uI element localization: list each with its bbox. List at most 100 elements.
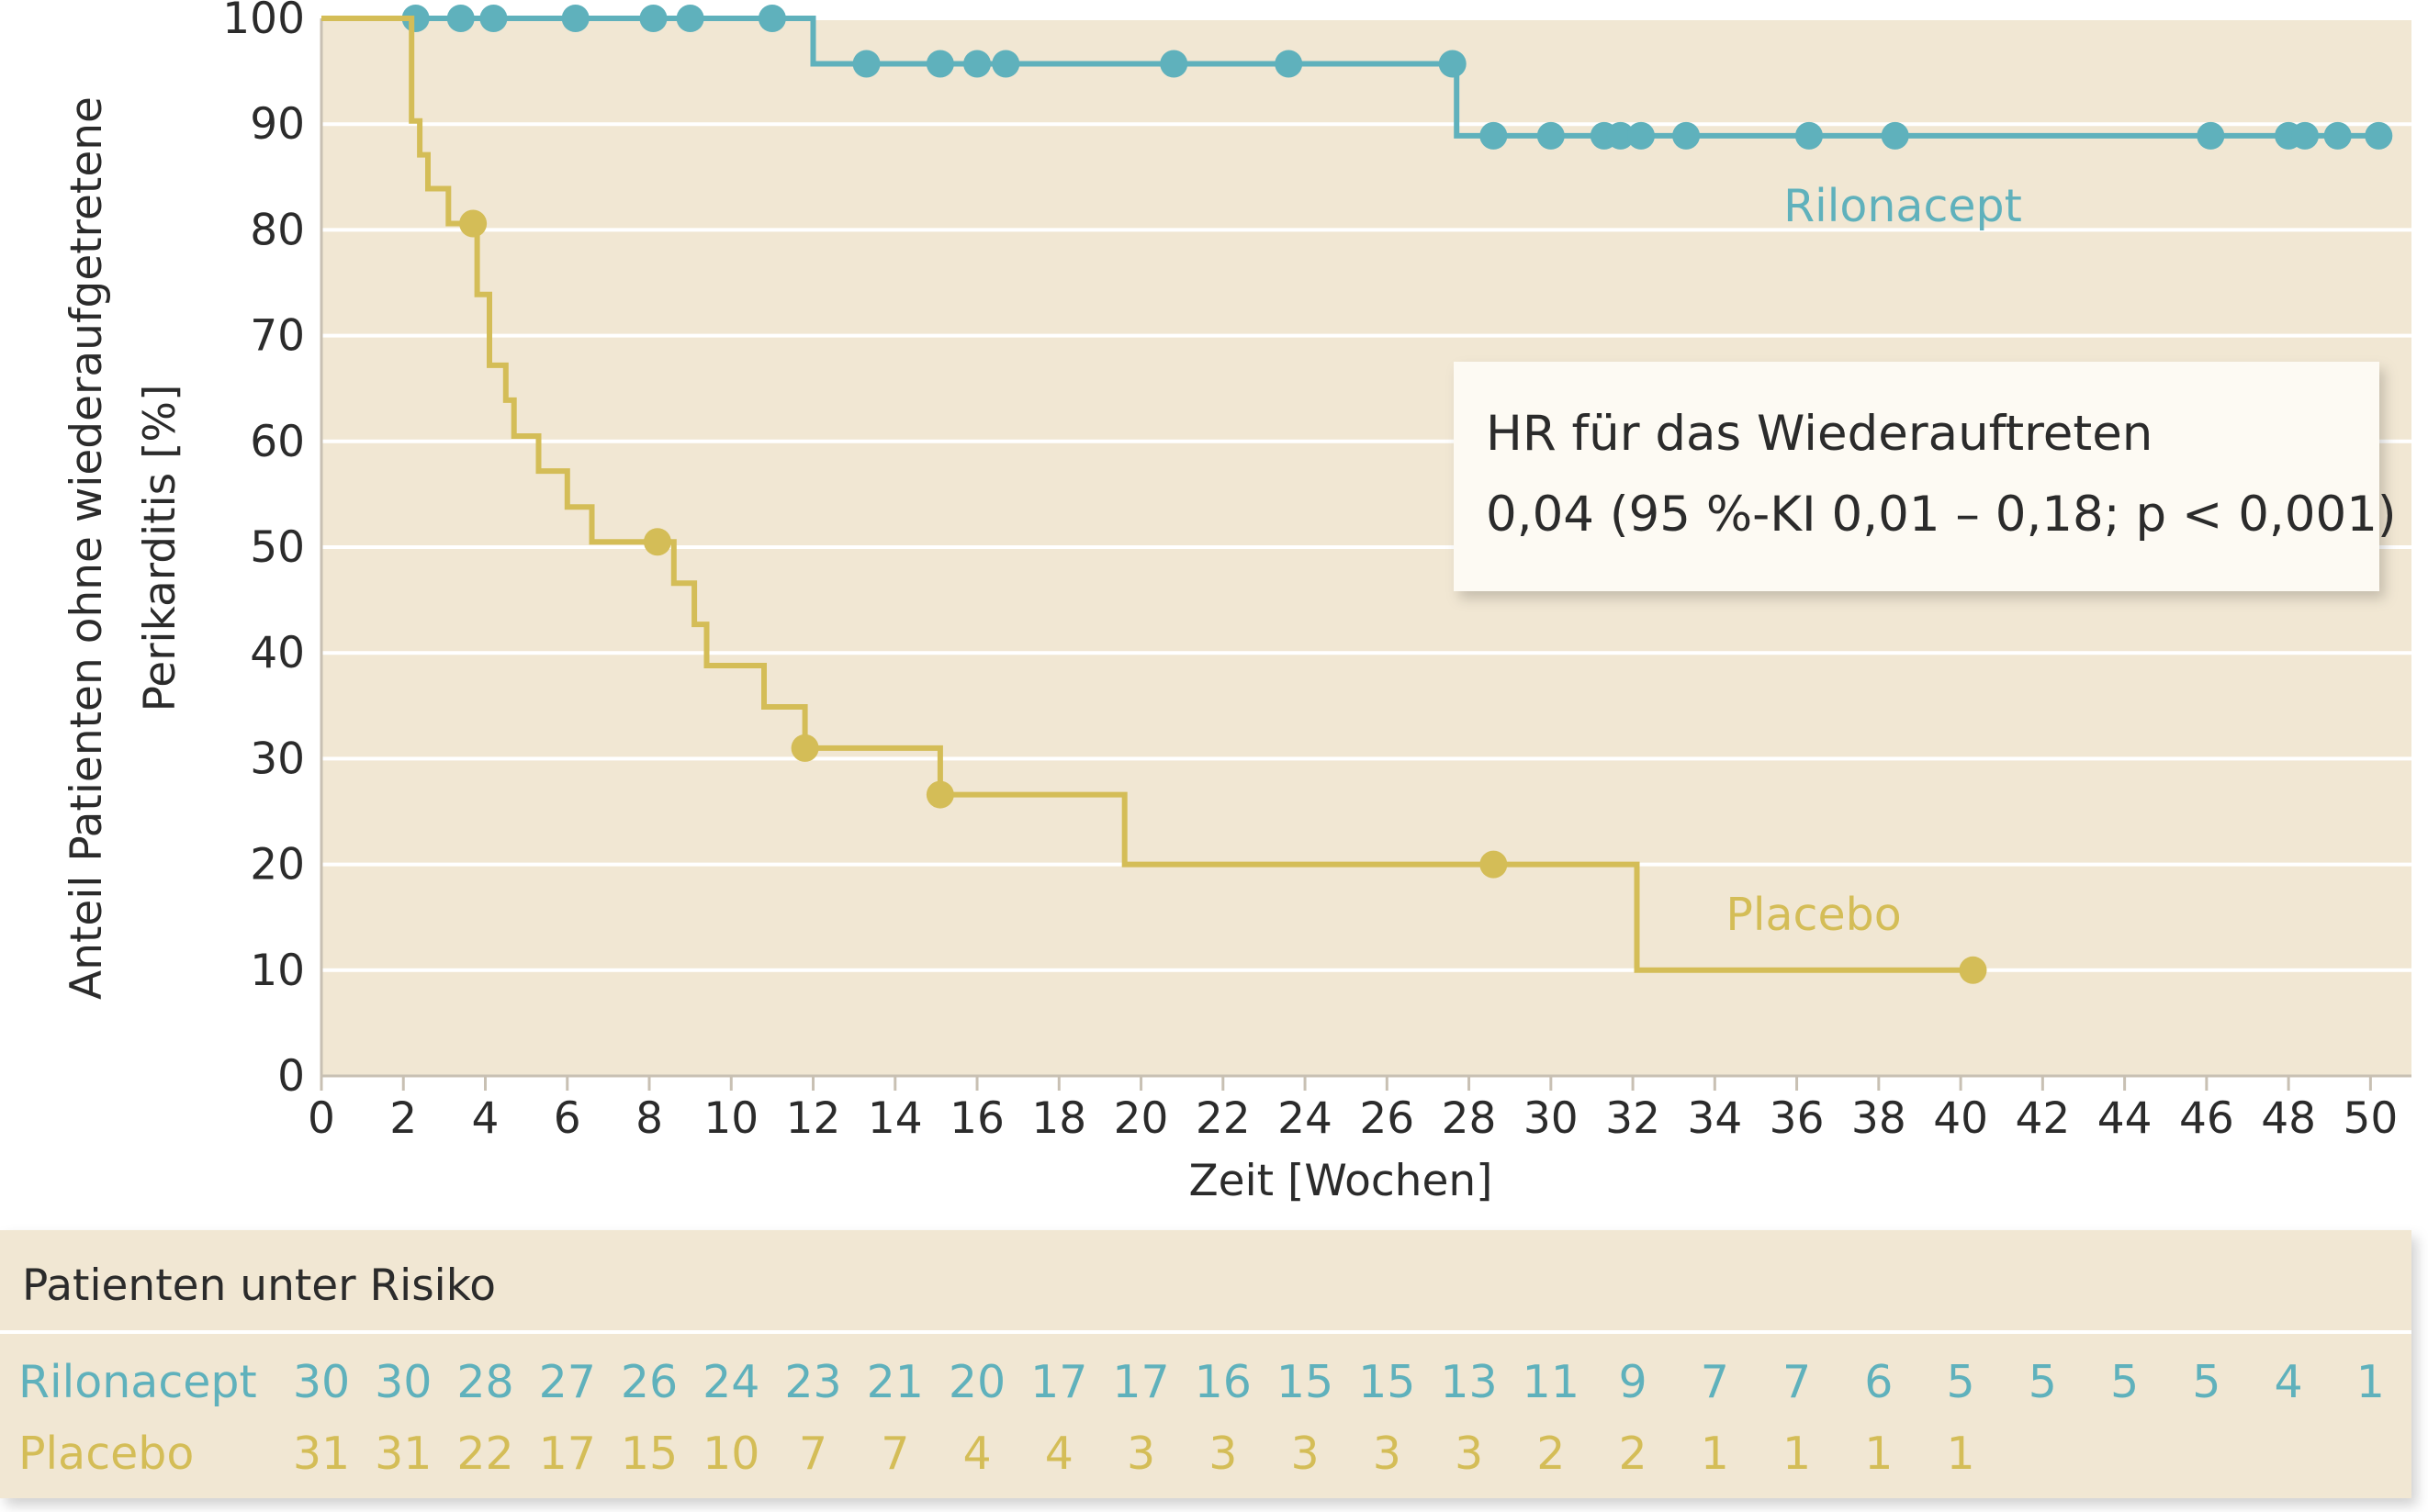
x-tick-label: 2 [389, 1093, 417, 1144]
y-tick-label: 100 [222, 0, 305, 44]
risk-value-placebo: 17 [539, 1428, 596, 1480]
x-tick-label: 44 [2097, 1093, 2153, 1144]
censor-marker-rilonacept [1438, 50, 1467, 78]
series-rilonacept [321, 5, 2393, 150]
risk-value-rilonacept: 15 [1358, 1356, 1415, 1408]
risk-value-placebo: 31 [293, 1428, 350, 1480]
censor-marker-rilonacept [446, 5, 475, 32]
censor-marker-rilonacept [2365, 121, 2393, 150]
x-tick-label: 20 [1114, 1093, 1169, 1144]
x-tick-label: 32 [1605, 1093, 1660, 1144]
y-tick-label: 70 [250, 311, 305, 362]
risk-value-rilonacept: 15 [1276, 1356, 1333, 1408]
risk-value-placebo: 22 [456, 1428, 513, 1480]
risk-value-placebo: 3 [1290, 1428, 1319, 1480]
step-line-placebo [321, 16, 1973, 973]
x-tick-label: 36 [1770, 1093, 1825, 1144]
risk-value-placebo: 3 [1208, 1428, 1237, 1480]
risk-value-placebo: 3 [1373, 1428, 1401, 1480]
risk-value-rilonacept: 11 [1523, 1356, 1579, 1408]
series-placebo [321, 16, 1987, 984]
censor-marker-rilonacept [2197, 121, 2225, 150]
risk-value-placebo: 1 [1864, 1428, 1893, 1480]
x-tick-label: 10 [703, 1093, 759, 1144]
censor-marker-rilonacept [1479, 121, 1508, 150]
x-tick-label: 6 [554, 1093, 581, 1144]
censor-marker-rilonacept [992, 50, 1020, 78]
censor-marker-rilonacept [1606, 121, 1635, 150]
censor-marker-rilonacept [479, 5, 508, 32]
censor-marker-rilonacept [2290, 121, 2319, 150]
x-tick-label: 16 [950, 1093, 1005, 1144]
risk-value-rilonacept: 9 [1618, 1356, 1647, 1408]
censor-marker-rilonacept [758, 5, 786, 32]
x-tick-label: 34 [1687, 1093, 1742, 1144]
annotation-box [1454, 362, 2379, 591]
censor-marker-placebo [1959, 956, 1987, 984]
risk-table-background [0, 1230, 2411, 1498]
risk-value-placebo: 2 [1536, 1428, 1565, 1480]
y-tick-label: 10 [250, 946, 305, 996]
risk-value-rilonacept: 1 [2356, 1356, 2385, 1408]
x-tick-label: 40 [1933, 1093, 1988, 1144]
risk-table: Patienten unter Risiko Rilonacept Placeb… [0, 1230, 2411, 1498]
risk-table-title: Patienten unter Risiko [22, 1260, 496, 1311]
risk-value-rilonacept: 20 [949, 1356, 1006, 1408]
risk-value-placebo: 7 [799, 1428, 827, 1480]
risk-value-rilonacept: 21 [867, 1356, 924, 1408]
x-tick-label: 28 [1442, 1093, 1497, 1144]
censor-marker-rilonacept [852, 50, 881, 78]
risk-value-rilonacept: 17 [1112, 1356, 1169, 1408]
series-label-placebo: Placebo [1725, 889, 1901, 941]
censor-marker-rilonacept [676, 5, 704, 32]
series-label-rilonacept: Rilonacept [1783, 180, 2022, 232]
risk-value-rilonacept: 27 [539, 1356, 596, 1408]
risk-value-rilonacept: 30 [375, 1356, 432, 1408]
y-tick-label: 50 [250, 522, 305, 573]
x-tick-label: 8 [635, 1093, 663, 1144]
risk-value-placebo: 3 [1455, 1428, 1483, 1480]
y-tick-label: 30 [250, 734, 305, 784]
risk-value-rilonacept: 23 [784, 1356, 841, 1408]
censor-marker-placebo [1479, 850, 1508, 879]
risk-value-placebo: 3 [1127, 1428, 1155, 1480]
risk-row-label-placebo: Placebo [18, 1428, 194, 1480]
risk-value-rilonacept: 26 [621, 1356, 678, 1408]
y-tick-label: 90 [250, 99, 305, 150]
risk-value-rilonacept: 5 [1947, 1356, 1975, 1408]
censor-marker-rilonacept [401, 5, 430, 32]
x-tick-label: 38 [1851, 1093, 1906, 1144]
x-tick-label: 12 [786, 1093, 841, 1144]
series-layer [321, 5, 2393, 984]
x-tick-label: 22 [1196, 1093, 1251, 1144]
risk-value-rilonacept: 6 [1864, 1356, 1893, 1408]
risk-value-rilonacept: 5 [2110, 1356, 2139, 1408]
censor-marker-rilonacept [1672, 121, 1701, 150]
x-axis-label: Zeit [Wochen] [1188, 1156, 1492, 1206]
risk-value-rilonacept: 5 [2029, 1356, 2057, 1408]
risk-value-placebo: 4 [962, 1428, 991, 1480]
censor-marker-rilonacept [1627, 121, 1656, 150]
censor-marker-placebo [791, 734, 819, 762]
risk-value-placebo: 1 [1701, 1428, 1729, 1480]
y-tick-label: 0 [277, 1051, 305, 1102]
risk-value-placebo: 1 [1782, 1428, 1811, 1480]
risk-value-rilonacept: 7 [1782, 1356, 1811, 1408]
risk-value-placebo: 7 [881, 1428, 909, 1480]
y-tick-label: 40 [250, 628, 305, 678]
hazard-ratio-annotation: HR für das Wiederauftreten 0,04 (95 %-KI… [1454, 362, 2397, 591]
censor-marker-rilonacept [1794, 121, 1823, 150]
risk-value-placebo: 2 [1618, 1428, 1647, 1480]
risk-value-rilonacept: 5 [2192, 1356, 2220, 1408]
risk-value-rilonacept: 30 [293, 1356, 350, 1408]
risk-value-rilonacept: 7 [1701, 1356, 1729, 1408]
risk-values: 30 30 28 27 26 24 23 21 20 17 17 16 15 15 13 11 9 7 7 6 5 5 5 5… [293, 1356, 2385, 1480]
censor-marker-rilonacept [2323, 121, 2352, 150]
censor-marker-rilonacept [926, 50, 954, 78]
x-tick-label: 18 [1031, 1093, 1086, 1144]
risk-value-placebo: 10 [703, 1428, 759, 1480]
x-tick-label: 30 [1523, 1093, 1579, 1144]
risk-value-rilonacept: 24 [703, 1356, 759, 1408]
censor-marker-rilonacept [561, 5, 590, 32]
